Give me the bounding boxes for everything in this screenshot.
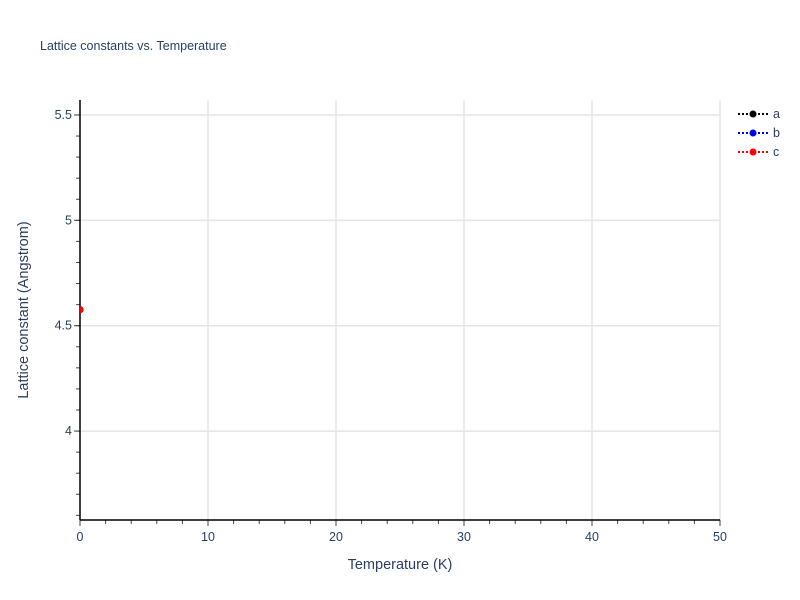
- legend-marker-b: [749, 129, 757, 137]
- x-tick-label: 0: [77, 530, 84, 544]
- y-tick-label: 4: [65, 424, 72, 438]
- y-tick-label: 4.5: [55, 319, 72, 333]
- y-axis-label: Lattice constant (Angstrom): [16, 221, 32, 398]
- x-tick-label: 10: [201, 530, 215, 544]
- x-axis-label: Temperature (K): [348, 557, 453, 573]
- x-tick-label: 40: [585, 530, 599, 544]
- y-tick-label: 5.5: [55, 108, 72, 122]
- legend-label-c: c: [773, 145, 779, 159]
- data-point-c: [80, 306, 84, 314]
- y-tick-label: 5: [65, 213, 72, 227]
- x-tick-label: 20: [329, 530, 343, 544]
- x-tick-label: 30: [457, 530, 471, 544]
- legend-marker-c: [749, 148, 757, 156]
- legend-marker-a: [749, 110, 757, 118]
- chart-title: Lattice constants vs. Temperature: [40, 39, 227, 53]
- legend-label-a: a: [773, 107, 780, 121]
- legend-label-b: b: [773, 126, 780, 140]
- x-tick-label: 50: [713, 530, 727, 544]
